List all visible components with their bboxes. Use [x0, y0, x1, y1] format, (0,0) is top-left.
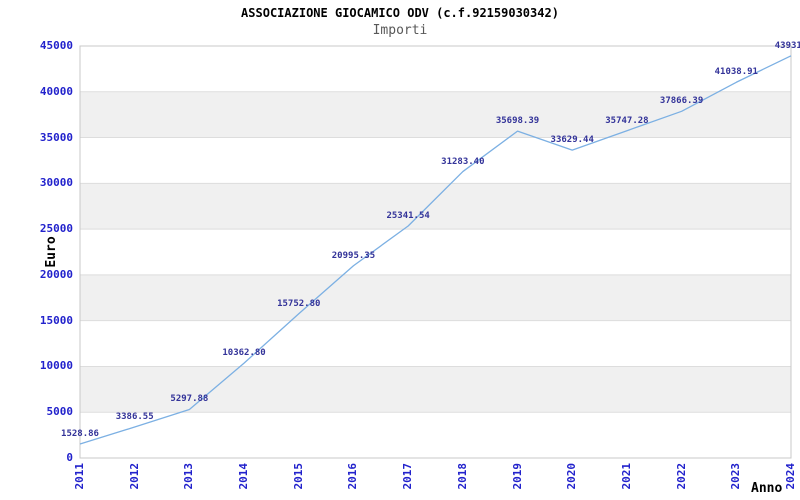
- y-tick-label: 25000: [39, 222, 73, 236]
- plot-border: [79, 45, 792, 459]
- data-point-label: 15752.80: [277, 298, 321, 309]
- data-line: [79, 55, 792, 445]
- data-point-label: 41038.91: [714, 67, 758, 78]
- data-point-label: 35698.39: [495, 116, 540, 127]
- y-tick-label: 30000: [39, 176, 73, 190]
- data-point-label: 37866.39: [659, 96, 704, 107]
- x-tick-label: 2021: [619, 463, 633, 490]
- plot-band: [80, 183, 791, 230]
- x-tick-label: 2017: [401, 463, 415, 490]
- plot-band: [80, 46, 791, 92]
- data-point-label: 20995.35: [331, 250, 376, 261]
- data-point-label: 1528.86: [61, 429, 99, 439]
- x-axis-title: Anno: [751, 481, 783, 496]
- x-tick-label: 2016: [346, 463, 360, 490]
- x-tick-label: 2015: [291, 463, 305, 490]
- y-tick-label: 0: [66, 451, 73, 464]
- data-point-label: 35747.28: [605, 115, 649, 126]
- data-point-label: 5297.88: [170, 394, 209, 405]
- plot-band: [80, 274, 791, 321]
- x-tick-label: 2018: [455, 463, 469, 490]
- x-tick-label: 2024: [784, 463, 797, 490]
- plot-band: [80, 366, 791, 413]
- plot-band: [80, 320, 791, 367]
- y-tick-label: 35000: [39, 130, 73, 144]
- y-tick-label: 15000: [39, 313, 73, 327]
- y-tick-label: 45000: [39, 39, 73, 52]
- x-tick-label: 2020: [565, 463, 579, 490]
- y-tick-label: 5000: [46, 405, 74, 419]
- chart-title: ASSOCIAZIONE GIOCAMICO ODV (c.f.92159030…: [241, 6, 559, 20]
- plot-band: [80, 137, 791, 184]
- x-tick-label: 2012: [127, 463, 141, 490]
- data-point-label: 43931.: [774, 40, 800, 51]
- x-tick-label: 2019: [510, 463, 524, 490]
- data-point-label: 33629.44: [550, 135, 594, 146]
- data-point-label: 25341.54: [386, 210, 430, 221]
- y-tick-label: 20000: [39, 267, 73, 281]
- y-tick-label: 10000: [39, 359, 73, 373]
- x-tick-label: 2022: [674, 463, 688, 490]
- x-tick-label: 2011: [73, 463, 86, 490]
- data-point-label: 3386.55: [115, 411, 154, 422]
- x-tick-label: 2013: [182, 463, 196, 490]
- chart-subtitle: Importi: [372, 23, 428, 38]
- plot-band: [80, 229, 791, 275]
- data-point-label: 10362.80: [222, 348, 266, 359]
- x-tick-label: 2014: [237, 463, 251, 490]
- x-tick-label: 2023: [729, 463, 743, 490]
- data-point-label: 31283.40: [441, 156, 485, 167]
- plot-band: [80, 412, 791, 458]
- y-tick-label: 40000: [39, 84, 73, 98]
